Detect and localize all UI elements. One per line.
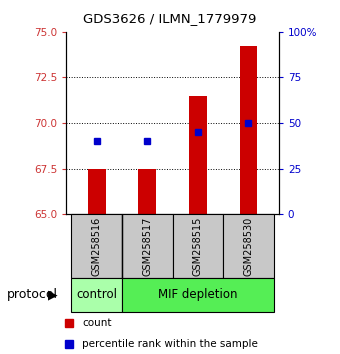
Text: ▶: ▶ [48,288,57,301]
Bar [71,214,122,278]
Text: GSM258530: GSM258530 [243,216,253,276]
Bar [71,278,122,312]
Text: GSM258515: GSM258515 [193,216,203,276]
Text: count: count [83,318,112,328]
Bar [88,169,105,214]
Bar [223,214,274,278]
Bar [189,96,207,214]
Text: percentile rank within the sample: percentile rank within the sample [83,339,258,349]
Bar [138,169,156,214]
Bar [172,214,223,278]
Text: control: control [76,288,117,301]
Text: GDS3626 / ILMN_1779979: GDS3626 / ILMN_1779979 [83,12,257,25]
Text: protocol: protocol [7,288,58,301]
Text: MIF depletion: MIF depletion [158,288,238,301]
Text: GSM258516: GSM258516 [92,216,102,276]
Bar [240,46,257,214]
Text: GSM258517: GSM258517 [142,216,152,276]
Bar [122,214,172,278]
Bar [122,278,274,312]
